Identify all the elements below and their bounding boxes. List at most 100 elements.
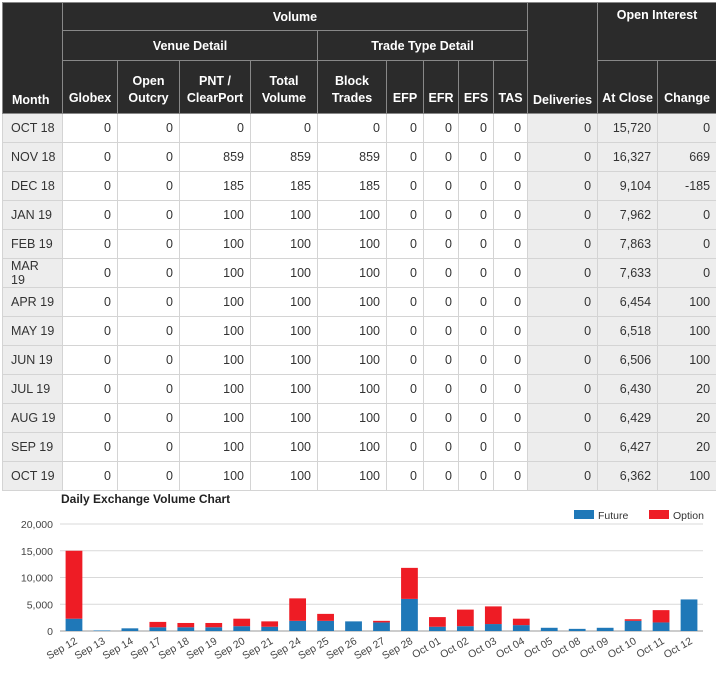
value-cell: 0 bbox=[117, 171, 180, 201]
table-row: JUL 19 0 0 100 100 100 0 0 0 0 0 6,430 20 bbox=[2, 374, 716, 404]
bar-option bbox=[149, 621, 167, 628]
value-cell: 0 bbox=[117, 432, 180, 462]
value-cell: 0 bbox=[527, 142, 599, 172]
table-row: AUG 19 0 0 100 100 100 0 0 0 0 0 6,429 20 bbox=[2, 403, 716, 433]
value-cell: 100 bbox=[250, 229, 318, 259]
value-cell: 0 bbox=[527, 171, 599, 201]
value-cell: 0 bbox=[117, 316, 180, 346]
x-tick-label: Oct 01 bbox=[410, 635, 443, 661]
bar-option bbox=[373, 620, 390, 623]
x-tick-label: Oct 12 bbox=[662, 635, 695, 661]
value-cell: 0 bbox=[386, 432, 424, 462]
value-cell: 7,633 bbox=[597, 258, 659, 288]
value-cell: 0 bbox=[62, 113, 118, 143]
value-cell: 100 bbox=[250, 345, 318, 375]
value-cell: 0 bbox=[62, 258, 118, 288]
month-cell: JUL 19 bbox=[2, 374, 63, 404]
value-cell: 20 bbox=[657, 374, 716, 404]
month-cell: FEB 19 bbox=[2, 229, 63, 259]
value-cell: 0 bbox=[492, 171, 529, 201]
x-tick-label: Sep 25 bbox=[296, 635, 331, 662]
value-cell: 100 bbox=[317, 461, 387, 491]
value-cell: 0 bbox=[527, 345, 599, 375]
bar-future bbox=[680, 599, 698, 631]
value-cell: 0 bbox=[527, 432, 599, 462]
value-cell: 0 bbox=[386, 374, 424, 404]
value-cell: 100 bbox=[250, 374, 318, 404]
value-cell: 0 bbox=[62, 200, 118, 230]
value-cell: 100 bbox=[179, 432, 251, 462]
bar-future bbox=[121, 628, 139, 631]
bar-future bbox=[261, 626, 279, 631]
value-cell: 0 bbox=[423, 229, 459, 259]
value-cell: 100 bbox=[317, 432, 387, 462]
value-cell: 100 bbox=[250, 258, 318, 288]
bar-future bbox=[233, 626, 251, 631]
value-cell: 15,720 bbox=[597, 113, 659, 143]
value-cell: 0 bbox=[117, 403, 180, 433]
value-cell: 0 bbox=[386, 316, 424, 346]
bar-future bbox=[289, 620, 307, 631]
x-tick-label: Sep 17 bbox=[129, 635, 164, 662]
value-cell: 0 bbox=[458, 345, 494, 375]
legend-label: Future bbox=[598, 510, 629, 522]
value-cell: 0 bbox=[527, 374, 599, 404]
value-cell: 6,362 bbox=[597, 461, 659, 491]
table-row: APR 19 0 0 100 100 100 0 0 0 0 0 6,454 100 bbox=[2, 287, 716, 317]
x-tick-label: Sep 27 bbox=[352, 635, 387, 662]
value-cell: 0 bbox=[386, 345, 424, 375]
value-cell: 0 bbox=[458, 432, 494, 462]
value-cell: 0 bbox=[62, 229, 118, 259]
month-cell: AUG 19 bbox=[2, 403, 63, 433]
header-efs: EFS bbox=[458, 60, 494, 114]
value-cell: 6,454 bbox=[597, 287, 659, 317]
value-cell: 0 bbox=[62, 287, 118, 317]
bar-option bbox=[456, 609, 474, 627]
value-cell: 0 bbox=[492, 432, 529, 462]
header-block-trades: Block Trades bbox=[317, 60, 387, 114]
x-tick-label: Oct 02 bbox=[438, 635, 471, 661]
bar-future bbox=[540, 627, 558, 631]
value-cell: 0 bbox=[458, 316, 494, 346]
value-cell: 0 bbox=[117, 258, 180, 288]
table-row: MAR 19 0 0 100 100 100 0 0 0 0 0 7,633 0 bbox=[2, 258, 716, 288]
y-tick-label: 10,000 bbox=[21, 573, 53, 585]
value-cell: 0 bbox=[386, 171, 424, 201]
chart-title: Daily Exchange Volume Chart bbox=[61, 492, 230, 506]
value-cell: 0 bbox=[657, 229, 716, 259]
x-tick-label: Oct 09 bbox=[578, 635, 611, 661]
value-cell: 0 bbox=[423, 432, 459, 462]
value-cell: 0 bbox=[527, 403, 599, 433]
value-cell: 0 bbox=[458, 461, 494, 491]
table-row: SEP 19 0 0 100 100 100 0 0 0 0 0 6,427 20 bbox=[2, 432, 716, 462]
value-cell: 0 bbox=[492, 345, 529, 375]
value-cell: 0 bbox=[458, 403, 494, 433]
x-tick-label: Sep 19 bbox=[184, 635, 219, 662]
header-pnt-clearport: PNT / ClearPort bbox=[179, 60, 251, 114]
bar-option bbox=[484, 606, 502, 625]
header-trade-type-detail: Trade Type Detail bbox=[316, 30, 529, 61]
value-cell: 0 bbox=[62, 432, 118, 462]
bar-option bbox=[177, 622, 195, 628]
value-cell: 0 bbox=[458, 229, 494, 259]
value-cell: 100 bbox=[317, 345, 387, 375]
value-cell: 0 bbox=[317, 113, 387, 143]
bar-future bbox=[429, 626, 446, 631]
month-cell: OCT 18 bbox=[2, 113, 63, 143]
bar-future bbox=[596, 627, 614, 631]
value-cell: 100 bbox=[657, 287, 716, 317]
value-cell: 0 bbox=[492, 374, 529, 404]
value-cell: 669 bbox=[657, 142, 716, 172]
bar-option bbox=[401, 567, 418, 599]
value-cell: 0 bbox=[657, 200, 716, 230]
header-at-close: At Close bbox=[597, 60, 659, 114]
value-cell: 0 bbox=[117, 113, 180, 143]
value-cell: 0 bbox=[657, 113, 716, 143]
bar-future bbox=[401, 598, 418, 631]
value-cell: 0 bbox=[117, 142, 180, 172]
value-cell: 100 bbox=[317, 287, 387, 317]
table-row: JUN 19 0 0 100 100 100 0 0 0 0 0 6,506 100 bbox=[2, 345, 716, 375]
value-cell: 100 bbox=[250, 403, 318, 433]
bar-future bbox=[652, 622, 670, 631]
legend-swatch bbox=[649, 510, 669, 519]
